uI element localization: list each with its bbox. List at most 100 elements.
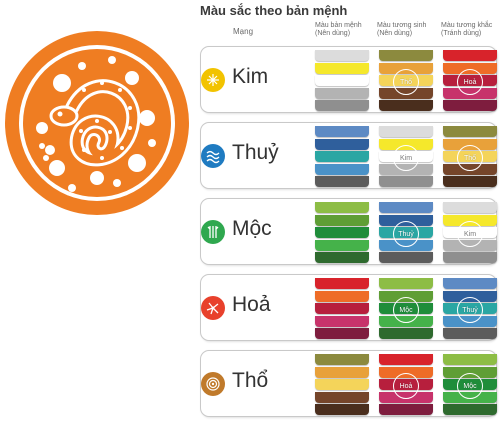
element-name-hoa: Hoả	[232, 293, 271, 316]
ban-menh-swatch-moc-3	[315, 227, 369, 239]
ban-menh-swatch-tho-2	[315, 366, 369, 378]
tuong-sinh-swatch-thuy-1	[379, 126, 433, 137]
tuong-sinh-swatch-tho-5	[379, 404, 433, 416]
thuy-icon	[206, 150, 220, 164]
tuong-sinh-swatch-kim-1	[379, 50, 433, 61]
tuong-khac-swatch-moc-1	[443, 202, 497, 213]
header-tuong-khac: Màu tương khắc (Tránh dùng)	[441, 22, 492, 38]
thuy-circle	[201, 144, 225, 168]
tuong-khac-badge-hoa: Thuỷ	[457, 297, 483, 323]
ban-menh-swatch-moc-4	[315, 239, 369, 251]
tuong-khac-badge-tho: Mộc	[457, 373, 483, 399]
tuong-khac-swatch-moc-5	[443, 252, 497, 264]
tuong-khac-badge-thuy: Thổ	[457, 145, 483, 171]
tuong-khac-swatch-hoa-2	[443, 290, 497, 302]
element-name-tho: Thổ	[232, 369, 269, 392]
header-ban-menh-line2: (Nên dùng)	[315, 30, 351, 37]
tuong-khac-badge-moc: Kim	[457, 221, 483, 247]
ban-menh-swatch-kim-1	[315, 50, 369, 61]
ban-menh-swatch-kim-3	[315, 75, 369, 87]
ban-menh-swatch-tho-1	[315, 354, 369, 365]
ban-menh-swatches-kim	[315, 50, 369, 113]
ban-menh-swatch-moc-5	[315, 252, 369, 264]
tuong-sinh-badge-tho: Hoả	[393, 373, 419, 399]
tuong-khac-swatch-thuy-5	[443, 176, 497, 188]
ban-menh-swatch-hoa-1	[315, 278, 369, 289]
moc-circle	[201, 220, 225, 244]
tuong-sinh-swatch-tho-2	[379, 366, 433, 378]
tuong-khac-swatch-kim-2	[443, 62, 497, 74]
tuong-sinh-swatches-hoa: Mộc	[379, 278, 433, 341]
header-tuong-khac-line1: Màu tương khắc	[441, 22, 493, 29]
tuong-khac-swatch-moc-2	[443, 214, 497, 226]
ban-menh-swatch-kim-5	[315, 100, 369, 112]
tuong-sinh-swatch-moc-2	[379, 214, 433, 226]
tuong-sinh-badge-kim: Thổ	[393, 69, 419, 95]
element-name-moc: Mộc	[232, 217, 272, 240]
header-tuong-sinh: Màu tương sinh (Nên dùng)	[377, 22, 426, 38]
ban-menh-swatch-thuy-4	[315, 163, 369, 175]
tuong-sinh-swatches-thuy: Kim	[379, 126, 433, 189]
tuong-khac-swatch-kim-1	[443, 50, 497, 61]
row-tho: Thổ Hoả Mộc	[200, 350, 497, 417]
ban-menh-swatch-tho-5	[315, 404, 369, 416]
header-tuong-khac-line2: (Tránh dùng)	[441, 30, 482, 37]
tuong-sinh-badge-hoa: Mộc	[393, 297, 419, 323]
tuong-sinh-swatch-thuy-5	[379, 176, 433, 188]
tuong-khac-badge-kim: Hoả	[457, 69, 483, 95]
tuong-sinh-swatch-moc-1	[379, 202, 433, 213]
tuong-khac-swatch-hoa-5	[443, 328, 497, 340]
tuong-khac-swatches-moc: Kim	[443, 202, 497, 265]
header-mang: Mạng	[233, 27, 254, 36]
tuong-sinh-swatch-hoa-2	[379, 290, 433, 302]
tuong-sinh-swatch-moc-5	[379, 252, 433, 264]
tuong-sinh-badge-thuy: Kim	[393, 145, 419, 171]
tuong-sinh-swatches-moc: Thuỷ	[379, 202, 433, 265]
tuong-khac-swatch-thuy-1	[443, 126, 497, 137]
header-ban-menh-line1: Màu bản mệnh	[315, 22, 362, 29]
ban-menh-swatch-thuy-5	[315, 176, 369, 188]
ban-menh-swatch-hoa-5	[315, 328, 369, 340]
element-name-thuy: Thuỷ	[232, 141, 279, 164]
hoa-circle	[201, 296, 225, 320]
tuong-khac-swatch-tho-2	[443, 366, 497, 378]
ban-menh-swatch-moc-2	[315, 214, 369, 226]
kim-circle	[201, 68, 225, 92]
tuong-khac-swatches-thuy: Thổ	[443, 126, 497, 189]
tuong-khac-swatch-hoa-1	[443, 278, 497, 289]
ban-menh-swatches-tho	[315, 354, 369, 417]
page-title: Màu sắc theo bản mệnh	[200, 3, 348, 18]
tho-icon	[206, 377, 220, 391]
moc-icon	[207, 226, 219, 238]
tuong-sinh-swatch-tho-1	[379, 354, 433, 365]
ban-menh-swatch-thuy-3	[315, 151, 369, 163]
tuong-sinh-badge-moc: Thuỷ	[393, 221, 419, 247]
tuong-khac-swatch-thuy-2	[443, 138, 497, 150]
header-tuong-sinh-line1: Màu tương sinh	[377, 22, 427, 29]
tuong-khac-swatch-tho-5	[443, 404, 497, 416]
ban-menh-swatch-hoa-4	[315, 315, 369, 327]
ban-menh-swatch-kim-4	[315, 87, 369, 99]
header-tuong-sinh-line2: (Nên dùng)	[377, 30, 413, 37]
ban-menh-swatch-moc-1	[315, 202, 369, 213]
tuong-sinh-swatch-kim-2	[379, 62, 433, 74]
row-kim: Kim Thổ Hoả	[200, 46, 497, 113]
ban-menh-swatch-hoa-3	[315, 303, 369, 315]
ban-menh-swatches-moc	[315, 202, 369, 265]
ban-menh-swatch-thuy-2	[315, 138, 369, 150]
hoa-icon	[206, 302, 219, 315]
tuong-sinh-swatch-hoa-1	[379, 278, 433, 289]
row-hoa: Hoả Mộc Thuỷ	[200, 274, 497, 341]
tuong-khac-swatches-kim: Hoả	[443, 50, 497, 113]
row-thuy: Thuỷ Kim Thổ	[200, 122, 497, 189]
tuong-khac-swatches-hoa: Thuỷ	[443, 278, 497, 341]
tuong-sinh-swatches-kim: Thổ	[379, 50, 433, 113]
tuong-khac-swatches-tho: Mộc	[443, 354, 497, 417]
ban-menh-swatches-hoa	[315, 278, 369, 341]
tuong-khac-swatch-tho-1	[443, 354, 497, 365]
ban-menh-swatches-thuy	[315, 126, 369, 189]
header-ban-menh: Màu bản mệnh (Nên dùng)	[315, 22, 362, 38]
ban-menh-swatch-kim-2	[315, 62, 369, 74]
tuong-sinh-swatches-tho: Hoả	[379, 354, 433, 417]
kim-icon	[207, 74, 219, 86]
